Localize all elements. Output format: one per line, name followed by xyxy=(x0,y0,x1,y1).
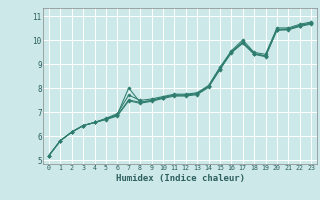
X-axis label: Humidex (Indice chaleur): Humidex (Indice chaleur) xyxy=(116,174,244,183)
